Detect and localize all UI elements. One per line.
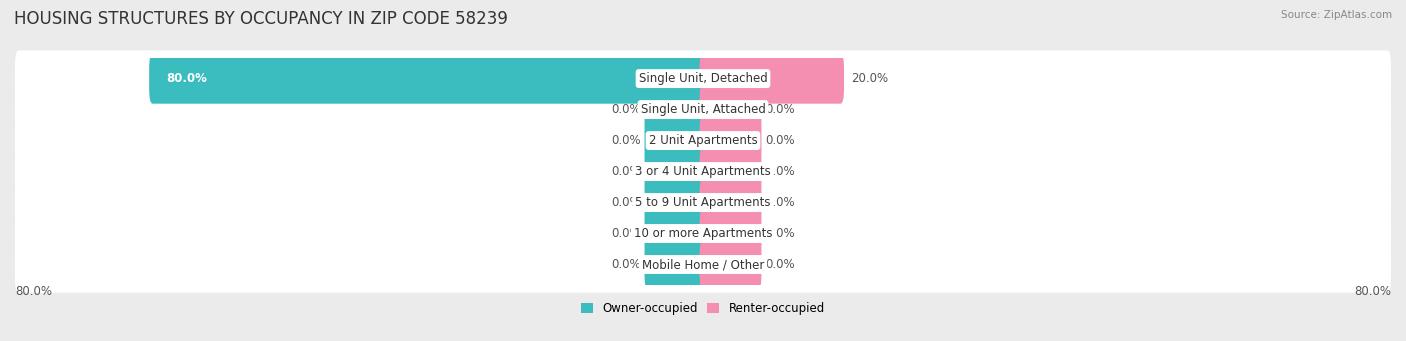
FancyBboxPatch shape — [644, 239, 706, 290]
Text: 0.0%: 0.0% — [765, 134, 794, 147]
Legend: Owner-occupied, Renter-occupied: Owner-occupied, Renter-occupied — [576, 297, 830, 320]
FancyBboxPatch shape — [700, 116, 762, 166]
Text: 0.0%: 0.0% — [612, 134, 641, 147]
FancyBboxPatch shape — [15, 113, 1391, 169]
FancyBboxPatch shape — [15, 174, 1391, 231]
FancyBboxPatch shape — [700, 239, 762, 290]
Text: 2 Unit Apartments: 2 Unit Apartments — [648, 134, 758, 147]
Text: 10 or more Apartments: 10 or more Apartments — [634, 227, 772, 240]
FancyBboxPatch shape — [644, 116, 706, 166]
FancyBboxPatch shape — [149, 54, 706, 104]
Text: 0.0%: 0.0% — [765, 227, 794, 240]
Text: 0.0%: 0.0% — [612, 227, 641, 240]
Text: 0.0%: 0.0% — [612, 258, 641, 271]
FancyBboxPatch shape — [15, 205, 1391, 262]
Text: 80.0%: 80.0% — [15, 285, 52, 298]
Text: 0.0%: 0.0% — [765, 103, 794, 116]
FancyBboxPatch shape — [700, 177, 762, 228]
Text: Source: ZipAtlas.com: Source: ZipAtlas.com — [1281, 10, 1392, 20]
Text: Mobile Home / Other: Mobile Home / Other — [641, 258, 765, 271]
FancyBboxPatch shape — [644, 146, 706, 197]
Text: 0.0%: 0.0% — [765, 258, 794, 271]
FancyBboxPatch shape — [644, 85, 706, 135]
Text: 80.0%: 80.0% — [166, 72, 207, 85]
Text: 0.0%: 0.0% — [765, 165, 794, 178]
FancyBboxPatch shape — [15, 143, 1391, 200]
Text: 0.0%: 0.0% — [612, 103, 641, 116]
Text: 3 or 4 Unit Apartments: 3 or 4 Unit Apartments — [636, 165, 770, 178]
Text: Single Unit, Attached: Single Unit, Attached — [641, 103, 765, 116]
FancyBboxPatch shape — [644, 177, 706, 228]
FancyBboxPatch shape — [700, 85, 762, 135]
Text: HOUSING STRUCTURES BY OCCUPANCY IN ZIP CODE 58239: HOUSING STRUCTURES BY OCCUPANCY IN ZIP C… — [14, 10, 508, 28]
FancyBboxPatch shape — [15, 50, 1391, 107]
FancyBboxPatch shape — [644, 208, 706, 258]
Text: 0.0%: 0.0% — [612, 165, 641, 178]
FancyBboxPatch shape — [15, 236, 1391, 293]
Text: 5 to 9 Unit Apartments: 5 to 9 Unit Apartments — [636, 196, 770, 209]
Text: 0.0%: 0.0% — [612, 196, 641, 209]
Text: 80.0%: 80.0% — [1354, 285, 1391, 298]
Text: 0.0%: 0.0% — [765, 196, 794, 209]
Text: 20.0%: 20.0% — [851, 72, 889, 85]
FancyBboxPatch shape — [700, 54, 844, 104]
FancyBboxPatch shape — [15, 81, 1391, 138]
FancyBboxPatch shape — [700, 208, 762, 258]
Text: Single Unit, Detached: Single Unit, Detached — [638, 72, 768, 85]
FancyBboxPatch shape — [700, 146, 762, 197]
